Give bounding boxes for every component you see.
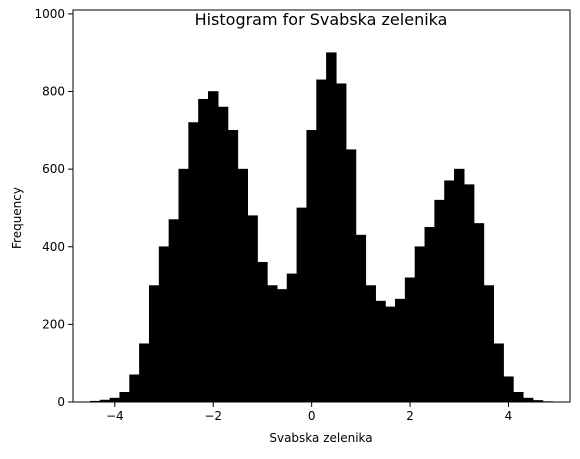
histogram-bar [376, 301, 386, 402]
histogram-bar [218, 107, 228, 402]
histogram-bar [198, 99, 208, 402]
histogram-bar [454, 169, 464, 402]
histogram-bar [179, 169, 189, 402]
x-tick-label: 2 [406, 409, 414, 423]
histogram-bar [395, 299, 405, 402]
y-tick-label: 600 [42, 162, 65, 176]
x-tick-label: 4 [505, 409, 513, 423]
histogram-bar [317, 80, 327, 402]
histogram-bar [366, 286, 376, 402]
histogram-bar [139, 344, 149, 402]
histogram-bar [435, 200, 445, 402]
histogram-bar [336, 84, 346, 402]
histogram-bar [277, 289, 287, 402]
x-tick-label: −2 [204, 409, 222, 423]
histogram-bar [445, 181, 455, 402]
histogram-bar [110, 398, 120, 402]
histogram-bar [120, 392, 130, 402]
y-tick-label: 400 [42, 240, 65, 254]
histogram-bar [267, 286, 277, 402]
histogram-bar [474, 223, 484, 402]
histogram-bar [425, 227, 435, 402]
y-tick-label: 800 [42, 85, 65, 99]
histogram-bar [415, 247, 425, 402]
histogram-bar [385, 307, 395, 402]
x-tick-label: −4 [106, 409, 124, 423]
histogram-bar [169, 220, 179, 402]
histogram-bar [297, 208, 307, 402]
histogram-bar [189, 123, 199, 402]
histogram-bar [287, 274, 297, 402]
histogram-bar [504, 377, 514, 402]
histogram-bar [248, 216, 258, 402]
histogram-bar [464, 185, 474, 402]
histogram-bar [307, 130, 317, 402]
x-tick-label: 0 [308, 409, 316, 423]
histogram-bar [258, 262, 268, 402]
histogram-bar [130, 375, 140, 402]
histogram-bar [326, 53, 336, 402]
histogram-bar [494, 344, 504, 402]
histogram-bar [159, 247, 169, 402]
histogram-bar [484, 286, 494, 402]
histogram-bar [405, 278, 415, 402]
y-tick-label: 0 [57, 395, 65, 409]
histogram-bar [238, 169, 248, 402]
y-axis-label: Frequency [10, 187, 24, 249]
histogram-bar [356, 235, 366, 402]
histogram-bar [228, 130, 238, 402]
histogram-bar [208, 92, 218, 403]
histogram-bar [346, 150, 356, 402]
histogram-bar [523, 398, 533, 402]
histogram-bar [513, 392, 523, 402]
chart-title: Histogram for Svabska zelenika [195, 10, 448, 29]
y-tick-label: 200 [42, 317, 65, 331]
x-axis-label: Svabska zelenika [269, 431, 372, 445]
y-tick-label: 1000 [34, 7, 65, 21]
histogram-bar [149, 286, 159, 402]
